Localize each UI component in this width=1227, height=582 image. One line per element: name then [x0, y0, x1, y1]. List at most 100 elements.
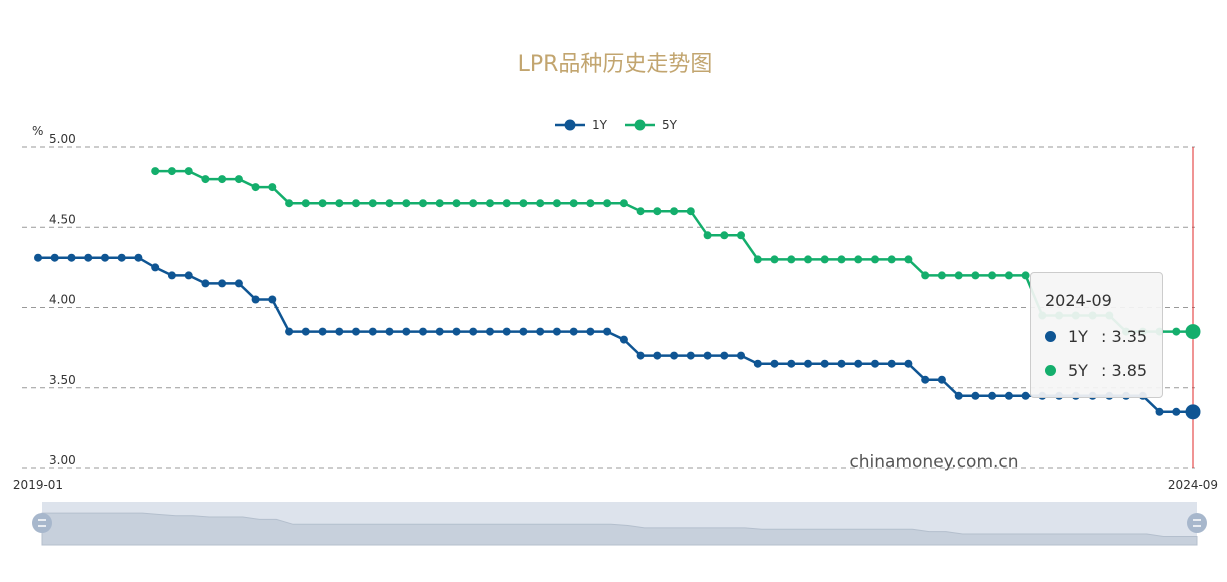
data-point-1y[interactable] — [703, 351, 712, 360]
data-point-1y[interactable] — [50, 253, 59, 262]
data-point-5y[interactable] — [904, 255, 913, 264]
data-point-5y[interactable] — [419, 199, 427, 208]
data-point-5y[interactable] — [770, 255, 779, 264]
legend-item-1y[interactable]: 1Y — [555, 118, 608, 132]
data-point-5y[interactable] — [603, 199, 612, 208]
data-point-5y[interactable] — [469, 199, 478, 208]
data-point-1y[interactable] — [486, 327, 494, 336]
data-point-5y[interactable] — [921, 271, 930, 280]
data-point-5y[interactable] — [368, 199, 377, 208]
data-point-1y[interactable] — [34, 253, 42, 262]
data-point-5y[interactable] — [820, 255, 829, 264]
data-point-1y[interactable] — [318, 327, 327, 336]
data-point-5y[interactable] — [251, 183, 260, 192]
data-point-1y[interactable] — [335, 327, 344, 336]
data-point-5y[interactable] — [887, 255, 896, 264]
legend-item-5y[interactable]: 5Y — [625, 118, 678, 132]
data-point-1y[interactable] — [887, 359, 896, 368]
data-point-1y[interactable] — [1021, 391, 1030, 400]
data-point-5y[interactable] — [435, 199, 444, 208]
data-point-1y[interactable] — [820, 359, 829, 368]
data-point-1y[interactable] — [954, 391, 963, 400]
data-point-1y[interactable] — [167, 271, 176, 280]
data-point-1y[interactable] — [988, 391, 997, 400]
data-point-1y[interactable] — [586, 327, 595, 336]
zoom-handle-right-knob[interactable] — [1187, 513, 1207, 533]
data-point-1y[interactable] — [184, 271, 193, 280]
data-point-1y[interactable] — [402, 327, 411, 336]
data-point-1y[interactable] — [753, 359, 762, 368]
data-point-5y[interactable] — [268, 183, 277, 192]
data-point-5y[interactable] — [837, 255, 846, 264]
data-point-5y[interactable] — [151, 167, 160, 176]
data-point-1y[interactable] — [268, 295, 277, 304]
data-point-1y[interactable] — [385, 327, 394, 336]
data-point-5y[interactable] — [519, 199, 528, 208]
data-point-1y[interactable] — [653, 351, 662, 360]
data-point-5y[interactable] — [167, 167, 176, 176]
data-point-1y[interactable] — [435, 327, 444, 336]
zoom-handle-left-knob[interactable] — [32, 513, 52, 533]
highlight-point-5y[interactable] — [1185, 324, 1201, 340]
data-point-5y[interactable] — [586, 199, 595, 208]
data-point-5y[interactable] — [318, 199, 327, 208]
data-point-1y[interactable] — [134, 253, 143, 262]
data-point-1y[interactable] — [871, 359, 879, 368]
data-point-5y[interactable] — [670, 207, 679, 216]
data-point-1y[interactable] — [670, 351, 679, 360]
data-point-5y[interactable] — [1021, 271, 1030, 280]
data-point-1y[interactable] — [552, 327, 561, 336]
data-point-1y[interactable] — [67, 253, 76, 262]
data-point-5y[interactable] — [385, 199, 394, 208]
data-point-5y[interactable] — [854, 255, 863, 264]
data-point-5y[interactable] — [536, 199, 545, 208]
data-point-1y[interactable] — [151, 263, 160, 272]
data-point-1y[interactable] — [904, 359, 913, 368]
data-point-1y[interactable] — [569, 327, 578, 336]
data-point-1y[interactable] — [536, 327, 545, 336]
data-point-1y[interactable] — [720, 351, 729, 360]
data-point-5y[interactable] — [335, 199, 344, 208]
zoom-handle-right[interactable] — [1187, 513, 1207, 533]
data-point-5y[interactable] — [452, 199, 461, 208]
highlight-point-1y[interactable] — [1185, 404, 1201, 420]
data-point-1y[interactable] — [519, 327, 528, 336]
data-point-1y[interactable] — [419, 327, 427, 336]
data-point-5y[interactable] — [686, 207, 695, 216]
data-point-1y[interactable] — [804, 359, 812, 368]
data-point-5y[interactable] — [402, 199, 411, 208]
data-point-5y[interactable] — [971, 271, 980, 280]
zoom-slider[interactable] — [32, 502, 1207, 546]
data-point-5y[interactable] — [871, 255, 879, 264]
data-point-1y[interactable] — [117, 253, 126, 262]
data-point-1y[interactable] — [1172, 407, 1181, 416]
data-point-5y[interactable] — [720, 231, 729, 240]
data-point-5y[interactable] — [285, 199, 294, 208]
data-point-5y[interactable] — [234, 175, 243, 184]
data-point-1y[interactable] — [301, 327, 310, 336]
data-point-1y[interactable] — [837, 359, 846, 368]
data-point-5y[interactable] — [653, 207, 662, 216]
data-point-1y[interactable] — [787, 359, 796, 368]
zoom-handle-left[interactable] — [32, 513, 52, 533]
data-point-1y[interactable] — [352, 327, 360, 336]
data-point-5y[interactable] — [753, 255, 762, 264]
data-point-5y[interactable] — [988, 271, 997, 280]
data-point-1y[interactable] — [469, 327, 478, 336]
data-point-5y[interactable] — [1172, 327, 1181, 336]
data-point-1y[interactable] — [251, 295, 260, 304]
data-point-1y[interactable] — [368, 327, 377, 336]
data-point-1y[interactable] — [770, 359, 779, 368]
data-point-1y[interactable] — [101, 253, 109, 262]
data-point-1y[interactable] — [1155, 407, 1164, 416]
data-point-5y[interactable] — [703, 231, 712, 240]
data-point-1y[interactable] — [971, 391, 980, 400]
data-point-1y[interactable] — [201, 279, 210, 288]
data-point-1y[interactable] — [737, 351, 745, 360]
data-point-5y[interactable] — [184, 167, 193, 176]
data-point-5y[interactable] — [737, 231, 745, 240]
data-point-1y[interactable] — [937, 375, 946, 384]
data-point-1y[interactable] — [285, 327, 294, 336]
data-point-5y[interactable] — [787, 255, 796, 264]
data-point-5y[interactable] — [352, 199, 360, 208]
